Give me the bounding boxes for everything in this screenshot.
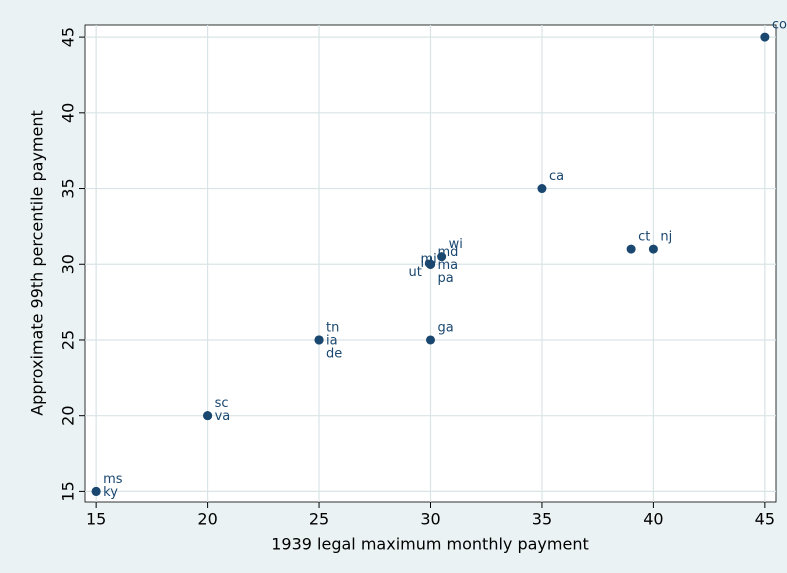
point — [537, 184, 547, 194]
y-axis-title: Approximate 99th percentile payment — [28, 110, 47, 416]
point-label: ia — [326, 333, 338, 348]
x-tick-label: 25 — [309, 510, 329, 529]
x-axis-title: 1939 legal maximum monthly payment — [271, 535, 589, 554]
y-tick-label: 15 — [59, 481, 78, 501]
point-label: nj — [660, 230, 672, 245]
point-label: ms — [103, 472, 123, 487]
point — [626, 244, 636, 254]
y-tick-label: 30 — [59, 254, 78, 274]
point — [314, 335, 324, 345]
point-label: ca — [549, 169, 564, 184]
point-label: va — [215, 409, 231, 424]
point-label: wi — [449, 237, 463, 252]
point-label: ma — [438, 258, 459, 273]
point — [426, 335, 435, 345]
point — [760, 32, 770, 42]
x-tick-label: 30 — [420, 510, 440, 529]
point-label: de — [326, 346, 342, 361]
x-tick-label: 35 — [532, 510, 552, 529]
y-tick-label: 25 — [59, 330, 78, 350]
point-label: pa — [438, 271, 454, 286]
y-tick-label: 20 — [59, 406, 78, 426]
point — [648, 244, 658, 254]
point — [426, 259, 435, 269]
point-label: sc — [215, 396, 229, 411]
point — [91, 486, 101, 496]
point-label: co — [772, 18, 787, 33]
x-tick-label: 15 — [86, 510, 106, 529]
point-label: ct — [638, 230, 650, 245]
y-tick-label: 35 — [59, 178, 78, 198]
point-label: md — [438, 245, 459, 260]
point-label: ky — [103, 485, 118, 500]
x-tick-label: 20 — [197, 510, 217, 529]
point — [203, 411, 213, 421]
point-label: tn — [326, 320, 339, 335]
x-tick-label: 45 — [755, 510, 775, 529]
point-label: ut — [409, 265, 422, 280]
y-tick-label: 40 — [59, 103, 78, 123]
y-tick-label: 45 — [59, 27, 78, 47]
point-label: id — [421, 256, 433, 271]
point — [437, 252, 447, 262]
x-tick-label: 40 — [643, 510, 663, 529]
point-label: ga — [438, 320, 454, 335]
